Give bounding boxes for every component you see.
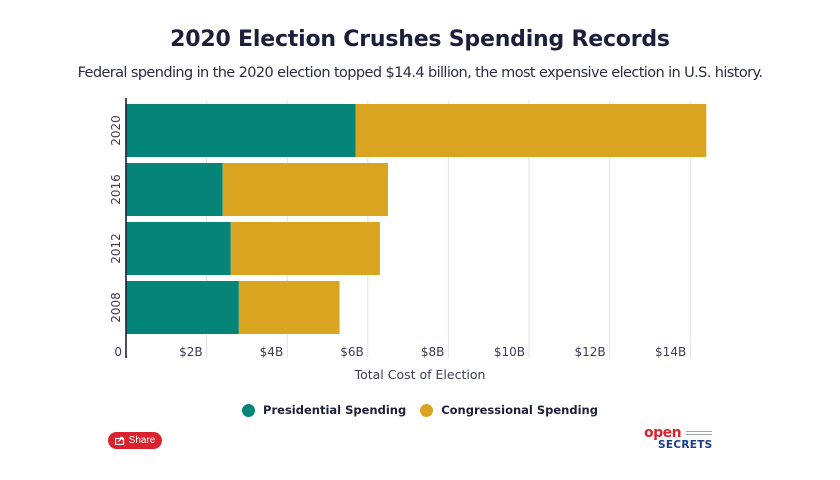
chart-title: 2020 Election Crushes Spending Records xyxy=(170,27,670,52)
x-tick-label-$8B: $8B xyxy=(421,345,445,359)
x-axis-title: Total Cost of Election xyxy=(354,367,486,382)
bar-2016-presidential[interactable] xyxy=(126,163,223,216)
bar-2008-presidential[interactable] xyxy=(126,281,239,334)
logo-tagline xyxy=(686,431,712,438)
bar-2020-congressional[interactable] xyxy=(355,104,707,157)
opensecrets-logo[interactable]: open SECRETS xyxy=(644,425,714,454)
x-tick-label-$6B: $6B xyxy=(340,345,364,359)
legend-label-congressional: Congressional Spending xyxy=(441,403,598,417)
x-tick-label-$10B: $10B xyxy=(494,345,525,359)
share-icon xyxy=(114,436,124,445)
bar-2020-presidential[interactable] xyxy=(126,104,356,157)
legend-item-presidential[interactable]: Presidential Spending xyxy=(242,403,406,417)
x-tick-label-$12B: $12B xyxy=(574,345,605,359)
bars xyxy=(126,104,707,334)
logo-secrets-text: SECRETS xyxy=(658,439,713,451)
bar-2008-congressional[interactable] xyxy=(238,281,340,334)
share-label: Share xyxy=(128,435,156,446)
share-button[interactable]: Share xyxy=(108,432,162,449)
y-tick-label-2012: 2012 xyxy=(109,233,123,264)
y-axis-labels: 2020 2016 2012 2008 xyxy=(109,115,123,323)
legend: Presidential Spending Congressional Spen… xyxy=(0,403,840,417)
chart-subtitle: Federal spending in the 2020 election to… xyxy=(77,65,763,81)
legend-label-presidential: Presidential Spending xyxy=(263,403,407,417)
x-tick-label-0: 0 xyxy=(114,345,122,359)
bar-2012-congressional[interactable] xyxy=(230,222,380,275)
y-tick-label-2008: 2008 xyxy=(109,292,123,323)
x-axis-labels: 0 $2B $4B $6B $8B $10B $12B $14B xyxy=(114,345,686,359)
legend-marker-presidential xyxy=(242,403,256,417)
x-tick-label-$4B: $4B xyxy=(260,345,284,359)
bar-2012-presidential[interactable] xyxy=(126,222,231,275)
y-tick-label-2020: 2020 xyxy=(109,115,123,146)
x-tick-label-$2B: $2B xyxy=(179,345,203,359)
x-tick-label-$14B: $14B xyxy=(655,345,686,359)
bar-2016-congressional[interactable] xyxy=(222,163,388,216)
legend-marker-congressional xyxy=(420,403,434,417)
logo-open-text: open xyxy=(644,425,682,441)
y-tick-label-2016: 2016 xyxy=(109,174,123,205)
legend-item-congressional[interactable]: Congressional Spending xyxy=(420,403,598,417)
